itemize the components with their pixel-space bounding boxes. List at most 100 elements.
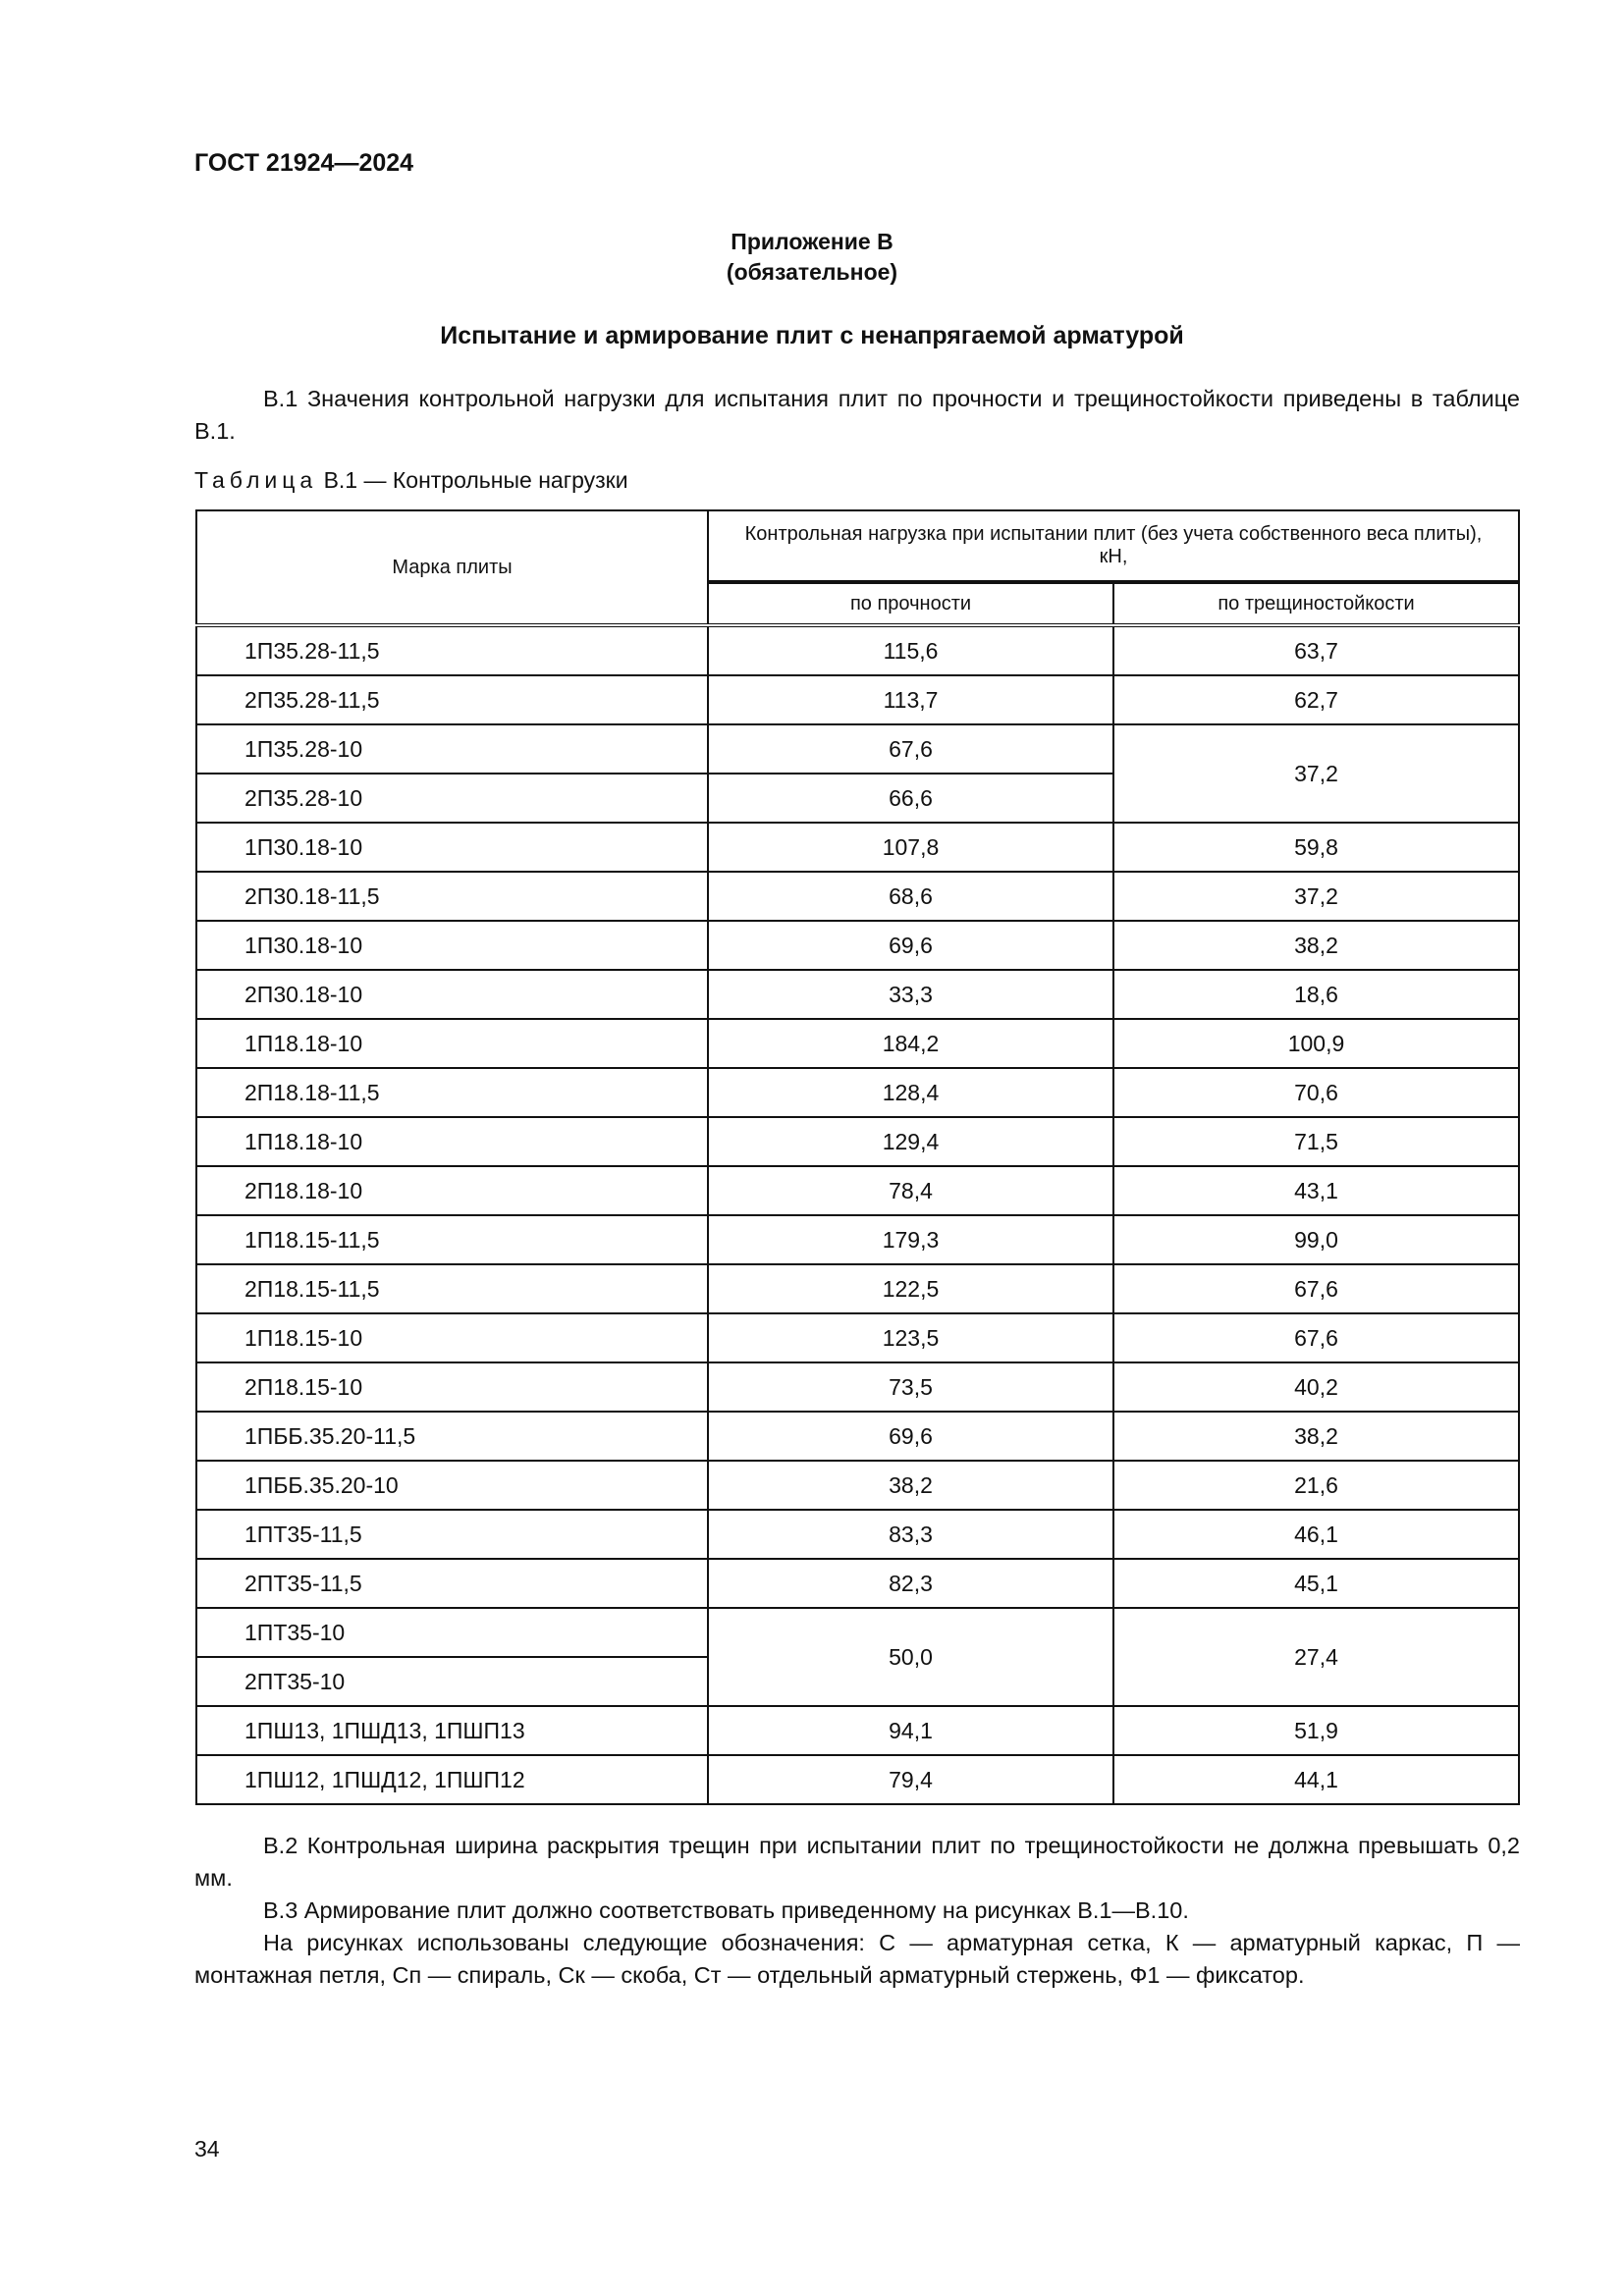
table-row: 1ПШ13, 1ПШД13, 1ПШП13 94,1 51,9: [195, 1705, 1520, 1756]
section-title: Испытание и армирование плит с ненапряга…: [440, 322, 1184, 349]
table-row: 2П30.18-11,5 68,6 37,2: [195, 871, 1520, 922]
cell-strength: 94,1: [707, 1705, 1114, 1756]
cell-mark: 1П35.28-10: [195, 723, 709, 774]
appendix-title: Приложение В: [731, 229, 893, 254]
table-row: 1П30.18-10 107,8 59,8: [195, 822, 1520, 873]
cell-crack: 40,2: [1112, 1362, 1520, 1413]
table-row: 1П18.15-10 123,5 67,6: [195, 1312, 1520, 1363]
cell-strength: 66,6: [707, 773, 1114, 824]
table-row: 2П18.18-10 78,4 43,1: [195, 1165, 1520, 1216]
cell-strength: 69,6: [707, 920, 1114, 971]
cell-mark: 1П18.18-10: [195, 1018, 709, 1069]
cell-crack: 45,1: [1112, 1558, 1520, 1609]
cell-strength: 67,6: [707, 723, 1114, 774]
cell-mark: 2П18.15-11,5: [195, 1263, 709, 1314]
cell-crack: 44,1: [1112, 1754, 1520, 1805]
cell-mark: 2П30.18-11,5: [195, 871, 709, 922]
cell-strength: 122,5: [707, 1263, 1114, 1314]
cell-crack: 18,6: [1112, 969, 1520, 1020]
table-row: 2ПТ35-11,5 82,3 45,1: [195, 1558, 1520, 1609]
cell-crack: 99,0: [1112, 1214, 1520, 1265]
cell-strength: 82,3: [707, 1558, 1114, 1609]
cell-crack: 43,1: [1112, 1165, 1520, 1216]
header-load: Контрольная нагрузка при испытании плит …: [707, 509, 1520, 583]
table-caption: Таблица В.1 — Контрольные нагрузки: [194, 467, 628, 494]
cell-mark: 1ПТ35-11,5: [195, 1509, 709, 1560]
cell-mark: 1П18.15-11,5: [195, 1214, 709, 1265]
table-row: 2П18.15-10 73,5 40,2: [195, 1362, 1520, 1413]
cell-strength: 179,3: [707, 1214, 1114, 1265]
cell-strength: 123,5: [707, 1312, 1114, 1363]
cell-crack: 27,4: [1112, 1607, 1520, 1707]
cell-strength: 69,6: [707, 1411, 1114, 1462]
cell-mark: 2П18.18-11,5: [195, 1067, 709, 1118]
cell-crack: 38,2: [1112, 1411, 1520, 1462]
cell-crack: 37,2: [1112, 871, 1520, 922]
table-row: 1П18.18-10 184,2 100,9: [195, 1018, 1520, 1069]
cell-crack: 71,5: [1112, 1116, 1520, 1167]
table-row: 1ПТ35-10 50,0 27,4: [195, 1607, 1520, 1707]
appendix-subtitle: (обязательное): [726, 259, 898, 285]
table-row: 1ПББ.35.20-10 38,2 21,6: [195, 1460, 1520, 1511]
table-row: 2П35.28-10 66,6: [195, 773, 1519, 824]
page-number: 34: [194, 2136, 220, 2162]
cell-strength: 33,3: [707, 969, 1114, 1020]
cell-strength: 78,4: [707, 1165, 1114, 1216]
cell-crack: 63,7: [1112, 623, 1520, 676]
cell-mark: 1П30.18-10: [195, 920, 709, 971]
cell-mark: 2П35.28-11,5: [195, 674, 709, 725]
cell-strength: 113,7: [707, 674, 1114, 725]
cell-strength: 115,6: [707, 623, 1114, 676]
cell-mark: 1ПББ.35.20-11,5: [195, 1411, 709, 1462]
paragraph-notation: На рисунках использованы следующие обозн…: [194, 1930, 1520, 1988]
document-code: ГОСТ 21924—2024: [194, 149, 414, 177]
cell-strength: 128,4: [707, 1067, 1114, 1118]
control-loads-table: Марка плиты Контрольная нагрузка при исп…: [195, 509, 1520, 1805]
table-caption-prefix: Таблица: [194, 467, 318, 493]
paragraph-b3: В.3 Армирование плит должно соответствов…: [263, 1897, 1189, 1923]
header-crack: по трещиностойкости: [1112, 580, 1520, 626]
cell-strength: 73,5: [707, 1362, 1114, 1413]
paragraph-b2: В.2 Контрольная ширина раскрытия трещин …: [194, 1833, 1520, 1891]
cell-strength: 68,6: [707, 871, 1114, 922]
paragraph-b1-text: В.1 Значения контрольной нагрузки для ис…: [194, 386, 1520, 444]
cell-mark: 1ПТ35-10: [195, 1607, 709, 1658]
cell-strength: 79,4: [707, 1754, 1114, 1805]
cell-crack: 67,6: [1112, 1263, 1520, 1314]
cell-mark: 2ПТ35-10: [195, 1656, 709, 1707]
cell-crack: 21,6: [1112, 1460, 1520, 1511]
cell-crack: 59,8: [1112, 822, 1520, 873]
table-row: 1П35.28-10 67,6 37,2: [195, 723, 1520, 824]
cell-strength: 50,0: [707, 1607, 1114, 1707]
cell-crack: 51,9: [1112, 1705, 1520, 1756]
table-row: 2П18.18-11,5 128,4 70,6: [195, 1067, 1520, 1118]
table-row: 1ПББ.35.20-11,5 69,6 38,2: [195, 1411, 1520, 1462]
cell-mark: 2ПТ35-11,5: [195, 1558, 709, 1609]
cell-mark: 1ПББ.35.20-10: [195, 1460, 709, 1511]
cell-mark: 2П30.18-10: [195, 969, 709, 1020]
cell-strength: 38,2: [707, 1460, 1114, 1511]
table-row: 2П18.15-11,5 122,5 67,6: [195, 1263, 1520, 1314]
header-mark: Марка плиты: [195, 509, 709, 626]
paragraphs-after-table: В.2 Контрольная ширина раскрытия трещин …: [194, 1830, 1520, 1992]
table-caption-text: В.1 — Контрольные нагрузки: [317, 467, 628, 493]
table-row: 1ПТ35-11,5 83,3 46,1: [195, 1509, 1520, 1560]
table-row: 1П35.28-11,5 115,6 63,7: [195, 623, 1520, 676]
cell-crack: 100,9: [1112, 1018, 1520, 1069]
cell-crack: 67,6: [1112, 1312, 1520, 1363]
cell-crack: 46,1: [1112, 1509, 1520, 1560]
cell-strength: 184,2: [707, 1018, 1114, 1069]
table-row: 2П35.28-11,5 113,7 62,7: [195, 674, 1520, 725]
paragraph-b1: В.1 Значения контрольной нагрузки для ис…: [194, 383, 1520, 448]
cell-mark: 1ПШ12, 1ПШД12, 1ПШП12: [195, 1754, 709, 1805]
cell-mark: 2П18.18-10: [195, 1165, 709, 1216]
table-row: 2П30.18-10 33,3 18,6: [195, 969, 1520, 1020]
cell-strength: 107,8: [707, 822, 1114, 873]
cell-crack: 37,2: [1112, 723, 1520, 824]
cell-mark: 1П30.18-10: [195, 822, 709, 873]
table-row: 1П30.18-10 69,6 38,2: [195, 920, 1520, 971]
cell-mark: 2П35.28-10: [195, 773, 709, 824]
table-row: 2ПТ35-10: [195, 1656, 1519, 1707]
cell-mark: 1П35.28-11,5: [195, 623, 709, 676]
cell-crack: 70,6: [1112, 1067, 1520, 1118]
